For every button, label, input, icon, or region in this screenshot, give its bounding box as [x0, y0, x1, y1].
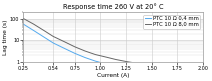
PTC 10 Ω 0,4 mm: [202, 75, 204, 76]
PTC 10 Ω 0,4 mm: [74, 53, 76, 54]
PTC 10 Ω 8,0 mm: [166, 66, 168, 67]
PTC 10 Ω 8,0 mm: [156, 65, 158, 66]
PTC 10 Ω 8,0 mm: [74, 46, 76, 47]
X-axis label: Current (A): Current (A): [97, 72, 130, 78]
PTC 10 Ω 8,0 mm: [135, 63, 138, 64]
PTC 10 Ω 8,0 mm: [186, 68, 189, 69]
PTC 10 Ω 0,4 mm: [156, 72, 158, 73]
PTC 10 Ω 8,0 mm: [197, 68, 199, 69]
PTC 10 Ω 8,0 mm: [176, 67, 179, 68]
PTC 10 Ω 0,4 mm: [104, 63, 107, 64]
Y-axis label: Lag time (s): Lag time (s): [3, 19, 8, 55]
PTC 10 Ω 8,0 mm: [43, 30, 45, 31]
PTC 10 Ω 8,0 mm: [84, 51, 86, 52]
PTC 10 Ω 8,0 mm: [202, 69, 204, 70]
PTC 10 Ω 0,4 mm: [84, 57, 86, 58]
PTC 10 Ω 0,4 mm: [43, 37, 45, 38]
PTC 10 Ω 0,4 mm: [32, 30, 35, 31]
PTC 10 Ω 8,0 mm: [145, 64, 148, 65]
PTC 10 Ω 8,0 mm: [32, 24, 35, 25]
PTC 10 Ω 0,4 mm: [52, 42, 54, 43]
Title: Response time 260 V at 20° C: Response time 260 V at 20° C: [63, 3, 164, 10]
PTC 10 Ω 8,0 mm: [52, 36, 54, 37]
PTC 10 Ω 0,4 mm: [176, 74, 179, 75]
PTC 10 Ω 8,0 mm: [114, 59, 117, 60]
Line: PTC 10 Ω 0,4 mm: PTC 10 Ω 0,4 mm: [23, 24, 203, 76]
PTC 10 Ω 8,0 mm: [94, 54, 96, 55]
PTC 10 Ω 0,4 mm: [63, 48, 66, 49]
PTC 10 Ω 0,4 mm: [145, 71, 148, 72]
PTC 10 Ω 0,4 mm: [197, 75, 199, 76]
PTC 10 Ω 8,0 mm: [22, 18, 25, 19]
PTC 10 Ω 0,4 mm: [135, 70, 138, 71]
Line: PTC 10 Ω 8,0 mm: PTC 10 Ω 8,0 mm: [23, 19, 203, 69]
PTC 10 Ω 0,4 mm: [22, 24, 25, 25]
PTC 10 Ω 0,4 mm: [94, 61, 96, 62]
PTC 10 Ω 0,4 mm: [166, 73, 168, 74]
Legend: PTC 10 Ω 0,4 mm, PTC 10 Ω 8,0 mm: PTC 10 Ω 0,4 mm, PTC 10 Ω 8,0 mm: [144, 15, 201, 29]
PTC 10 Ω 0,4 mm: [114, 66, 117, 67]
PTC 10 Ω 8,0 mm: [63, 41, 66, 42]
PTC 10 Ω 8,0 mm: [104, 56, 107, 57]
PTC 10 Ω 8,0 mm: [125, 61, 127, 62]
PTC 10 Ω 0,4 mm: [186, 75, 189, 76]
PTC 10 Ω 0,4 mm: [125, 68, 127, 69]
